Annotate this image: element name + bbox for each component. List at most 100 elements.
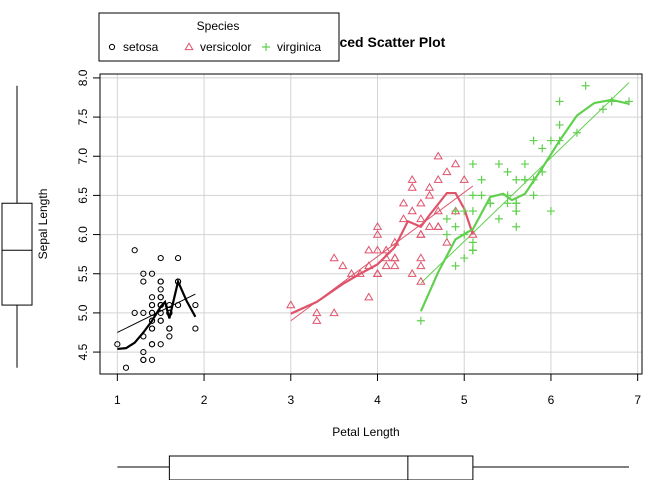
y-tick-label: 7.0 <box>76 148 90 165</box>
point-virginica <box>546 207 555 216</box>
point-virginica <box>494 214 503 223</box>
smooth-line-virginica <box>419 98 630 312</box>
legend-marker-virginica <box>262 43 270 51</box>
legend: Species setosa versicolor virginica <box>98 12 340 62</box>
smooth-lines <box>117 98 630 351</box>
point-virginica <box>451 222 460 231</box>
point-virginica <box>555 97 564 106</box>
y-tick-label: 6.0 <box>76 226 90 243</box>
y-tick-label: 4.5 <box>76 343 90 360</box>
x-tick-label: 2 <box>201 393 208 407</box>
point-versicolor <box>381 245 391 254</box>
point-versicolor <box>381 253 391 262</box>
point-setosa <box>140 278 147 285</box>
point-versicolor <box>468 229 478 238</box>
point-virginica <box>520 160 529 169</box>
point-virginica <box>477 175 486 184</box>
point-versicolor <box>416 229 426 238</box>
point-virginica <box>555 120 564 129</box>
point-setosa <box>140 309 147 317</box>
point-versicolor <box>364 245 374 254</box>
point-versicolor <box>433 221 443 230</box>
point-virginica <box>468 246 477 255</box>
point-virginica <box>512 175 521 184</box>
point-setosa <box>140 270 147 277</box>
y-boxplot-box <box>1 202 33 306</box>
point-versicolor <box>329 308 339 317</box>
point-virginica <box>451 207 460 216</box>
point-setosa <box>192 301 199 309</box>
point-virginica <box>468 160 477 169</box>
point-setosa <box>157 309 164 317</box>
point-virginica <box>503 199 512 208</box>
point-virginica <box>477 191 486 200</box>
point-versicolor <box>381 261 391 270</box>
point-versicolor <box>346 268 357 277</box>
legend-label-virginica: virginica <box>277 40 321 54</box>
point-virginica <box>468 207 477 216</box>
point-versicolor <box>372 245 383 254</box>
y-tick-label: 7.5 <box>76 108 90 125</box>
legend-items: setosa versicolor virginica <box>108 40 321 54</box>
point-versicolor <box>398 198 409 207</box>
point-setosa <box>140 333 147 340</box>
point-setosa <box>148 356 156 364</box>
point-versicolor <box>372 268 383 277</box>
point-versicolor <box>459 174 469 183</box>
point-setosa <box>148 294 156 301</box>
point-setosa <box>174 301 182 309</box>
point-virginica <box>555 136 564 145</box>
point-virginica <box>529 191 538 200</box>
point-virginica <box>598 105 607 114</box>
point-virginica <box>494 160 503 169</box>
point-setosa <box>122 364 130 371</box>
x-tick-label: 3 <box>287 393 294 407</box>
point-virginica <box>460 254 469 263</box>
point-versicolor <box>390 261 400 270</box>
point-virginica <box>538 144 547 153</box>
point-virginica <box>503 167 512 176</box>
point-versicolor <box>416 253 426 262</box>
y-tick-label: 5.5 <box>76 265 90 282</box>
point-virginica <box>512 222 521 231</box>
point-virginica <box>416 316 425 325</box>
point-virginica <box>468 238 477 247</box>
point-setosa <box>166 325 173 332</box>
point-setosa <box>157 278 164 285</box>
x-marginal-boxplot <box>117 455 629 480</box>
point-virginica <box>442 230 451 239</box>
point-versicolor <box>407 268 417 277</box>
point-versicolor <box>416 214 426 223</box>
point-virginica <box>529 136 538 145</box>
point-versicolor <box>450 159 461 168</box>
point-setosa <box>157 254 164 262</box>
point-setosa <box>140 348 147 356</box>
point-versicolor <box>312 315 322 324</box>
point-versicolor <box>424 221 435 230</box>
point-versicolor <box>364 261 374 270</box>
point-setosa <box>114 341 121 348</box>
smooth-line-setosa <box>117 278 197 351</box>
point-versicolor <box>390 253 400 262</box>
point-setosa <box>148 301 156 309</box>
point-setosa <box>131 309 138 317</box>
point-versicolor <box>390 237 400 246</box>
point-versicolor <box>442 167 452 176</box>
point-virginica <box>460 230 469 239</box>
point-setosa <box>148 270 156 277</box>
point-setosa <box>157 286 164 293</box>
point-versicolor <box>329 253 339 262</box>
point-versicolor <box>407 174 417 183</box>
point-setosa <box>148 341 156 348</box>
point-virginica <box>468 191 477 200</box>
point-versicolor <box>424 182 435 191</box>
point-versicolor <box>424 190 435 199</box>
point-virginica <box>520 175 529 184</box>
legend-label-versicolor: versicolor <box>200 40 251 54</box>
point-virginica <box>572 128 581 137</box>
point-virginica <box>624 97 633 106</box>
point-virginica <box>607 97 616 106</box>
legend-title: Species <box>197 19 240 33</box>
point-setosa <box>166 309 173 317</box>
